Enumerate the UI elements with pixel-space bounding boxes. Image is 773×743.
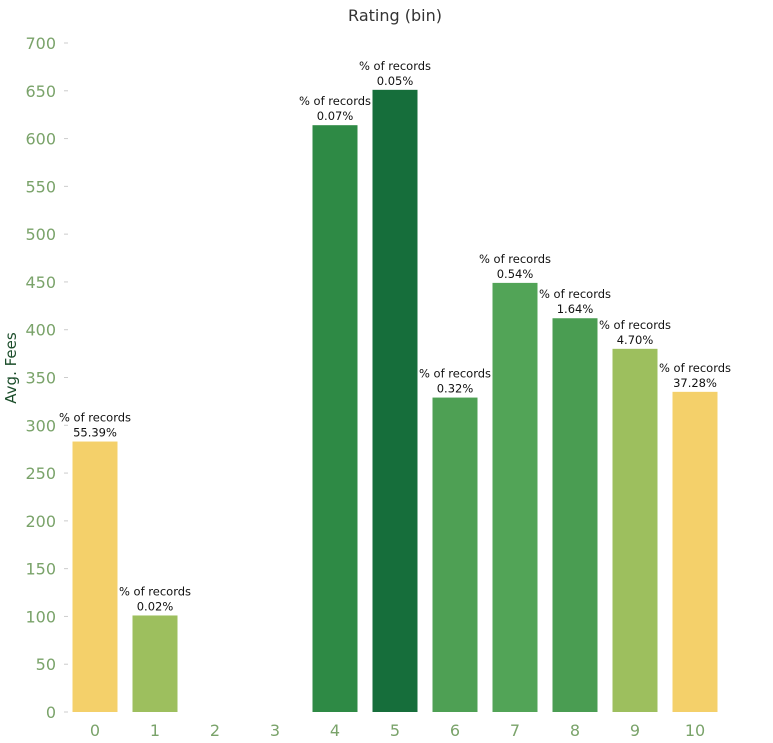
data-label-prefix: % of records [479, 252, 551, 266]
bar [372, 89, 418, 712]
y-tick-label: 200 [25, 512, 56, 531]
data-label-value: 4.70% [617, 333, 654, 347]
y-tick-label: 300 [25, 416, 56, 435]
x-tick-label: 9 [630, 721, 640, 740]
bar [312, 125, 358, 713]
x-tick-label: 2 [210, 721, 220, 740]
x-tick-label: 5 [390, 721, 400, 740]
x-axis-ticks: 0 1 2 3 4 5 6 7 8 9 10 [90, 721, 705, 740]
x-tick-label: 0 [90, 721, 100, 740]
y-axis-ticks: 0 50 100 150 200 250 300 350 400 450 500 550 600 650 7… [25, 34, 68, 722]
y-tick-label: 150 [25, 560, 56, 579]
data-label-prefix: % of records [59, 411, 131, 425]
data-label-value: 0.07% [317, 109, 354, 123]
data-label-value: 55.39% [73, 426, 117, 440]
data-label-value: 37.28% [673, 376, 717, 390]
data-label-prefix: % of records [539, 287, 611, 301]
data-label-prefix: % of records [359, 59, 431, 73]
y-tick-label: 500 [25, 225, 56, 244]
y-tick-label: 650 [25, 82, 56, 101]
chart-title: Rating (bin) [348, 6, 442, 25]
x-tick-label: 1 [150, 721, 160, 740]
bar [432, 397, 478, 712]
y-axis-label: Avg. Fees [2, 332, 20, 404]
data-label-prefix: % of records [119, 584, 191, 598]
y-tick-label: 550 [25, 177, 56, 196]
data-label-value: 0.32% [437, 382, 474, 396]
x-tick-label: 8 [570, 721, 580, 740]
bar [72, 441, 118, 712]
data-label-prefix: % of records [299, 94, 371, 108]
data-label-value: 0.54% [497, 267, 534, 281]
bar [552, 318, 598, 712]
y-tick-label: 400 [25, 321, 56, 340]
y-tick-label: 0 [46, 703, 56, 722]
y-tick-label: 450 [25, 273, 56, 292]
y-tick-label: 250 [25, 464, 56, 483]
x-tick-label: 4 [330, 721, 340, 740]
data-label-prefix: % of records [419, 367, 491, 381]
bar [132, 615, 178, 712]
x-tick-label: 6 [450, 721, 460, 740]
bar [492, 282, 538, 712]
bar [612, 348, 658, 712]
y-tick-label: 700 [25, 34, 56, 53]
x-tick-label: 7 [510, 721, 520, 740]
data-label-value: 1.64% [557, 302, 594, 316]
data-label-value: 0.05% [377, 74, 414, 88]
bars [72, 89, 718, 713]
y-tick-label: 350 [25, 369, 56, 388]
y-tick-label: 50 [36, 655, 56, 674]
data-label-value: 0.02% [137, 599, 174, 613]
data-label-prefix: % of records [659, 361, 731, 375]
y-tick-label: 100 [25, 607, 56, 626]
bar [672, 391, 718, 712]
data-label-prefix: % of records [599, 318, 671, 332]
x-tick-label: 10 [685, 721, 705, 740]
y-tick-label: 600 [25, 130, 56, 149]
x-tick-label: 3 [270, 721, 280, 740]
